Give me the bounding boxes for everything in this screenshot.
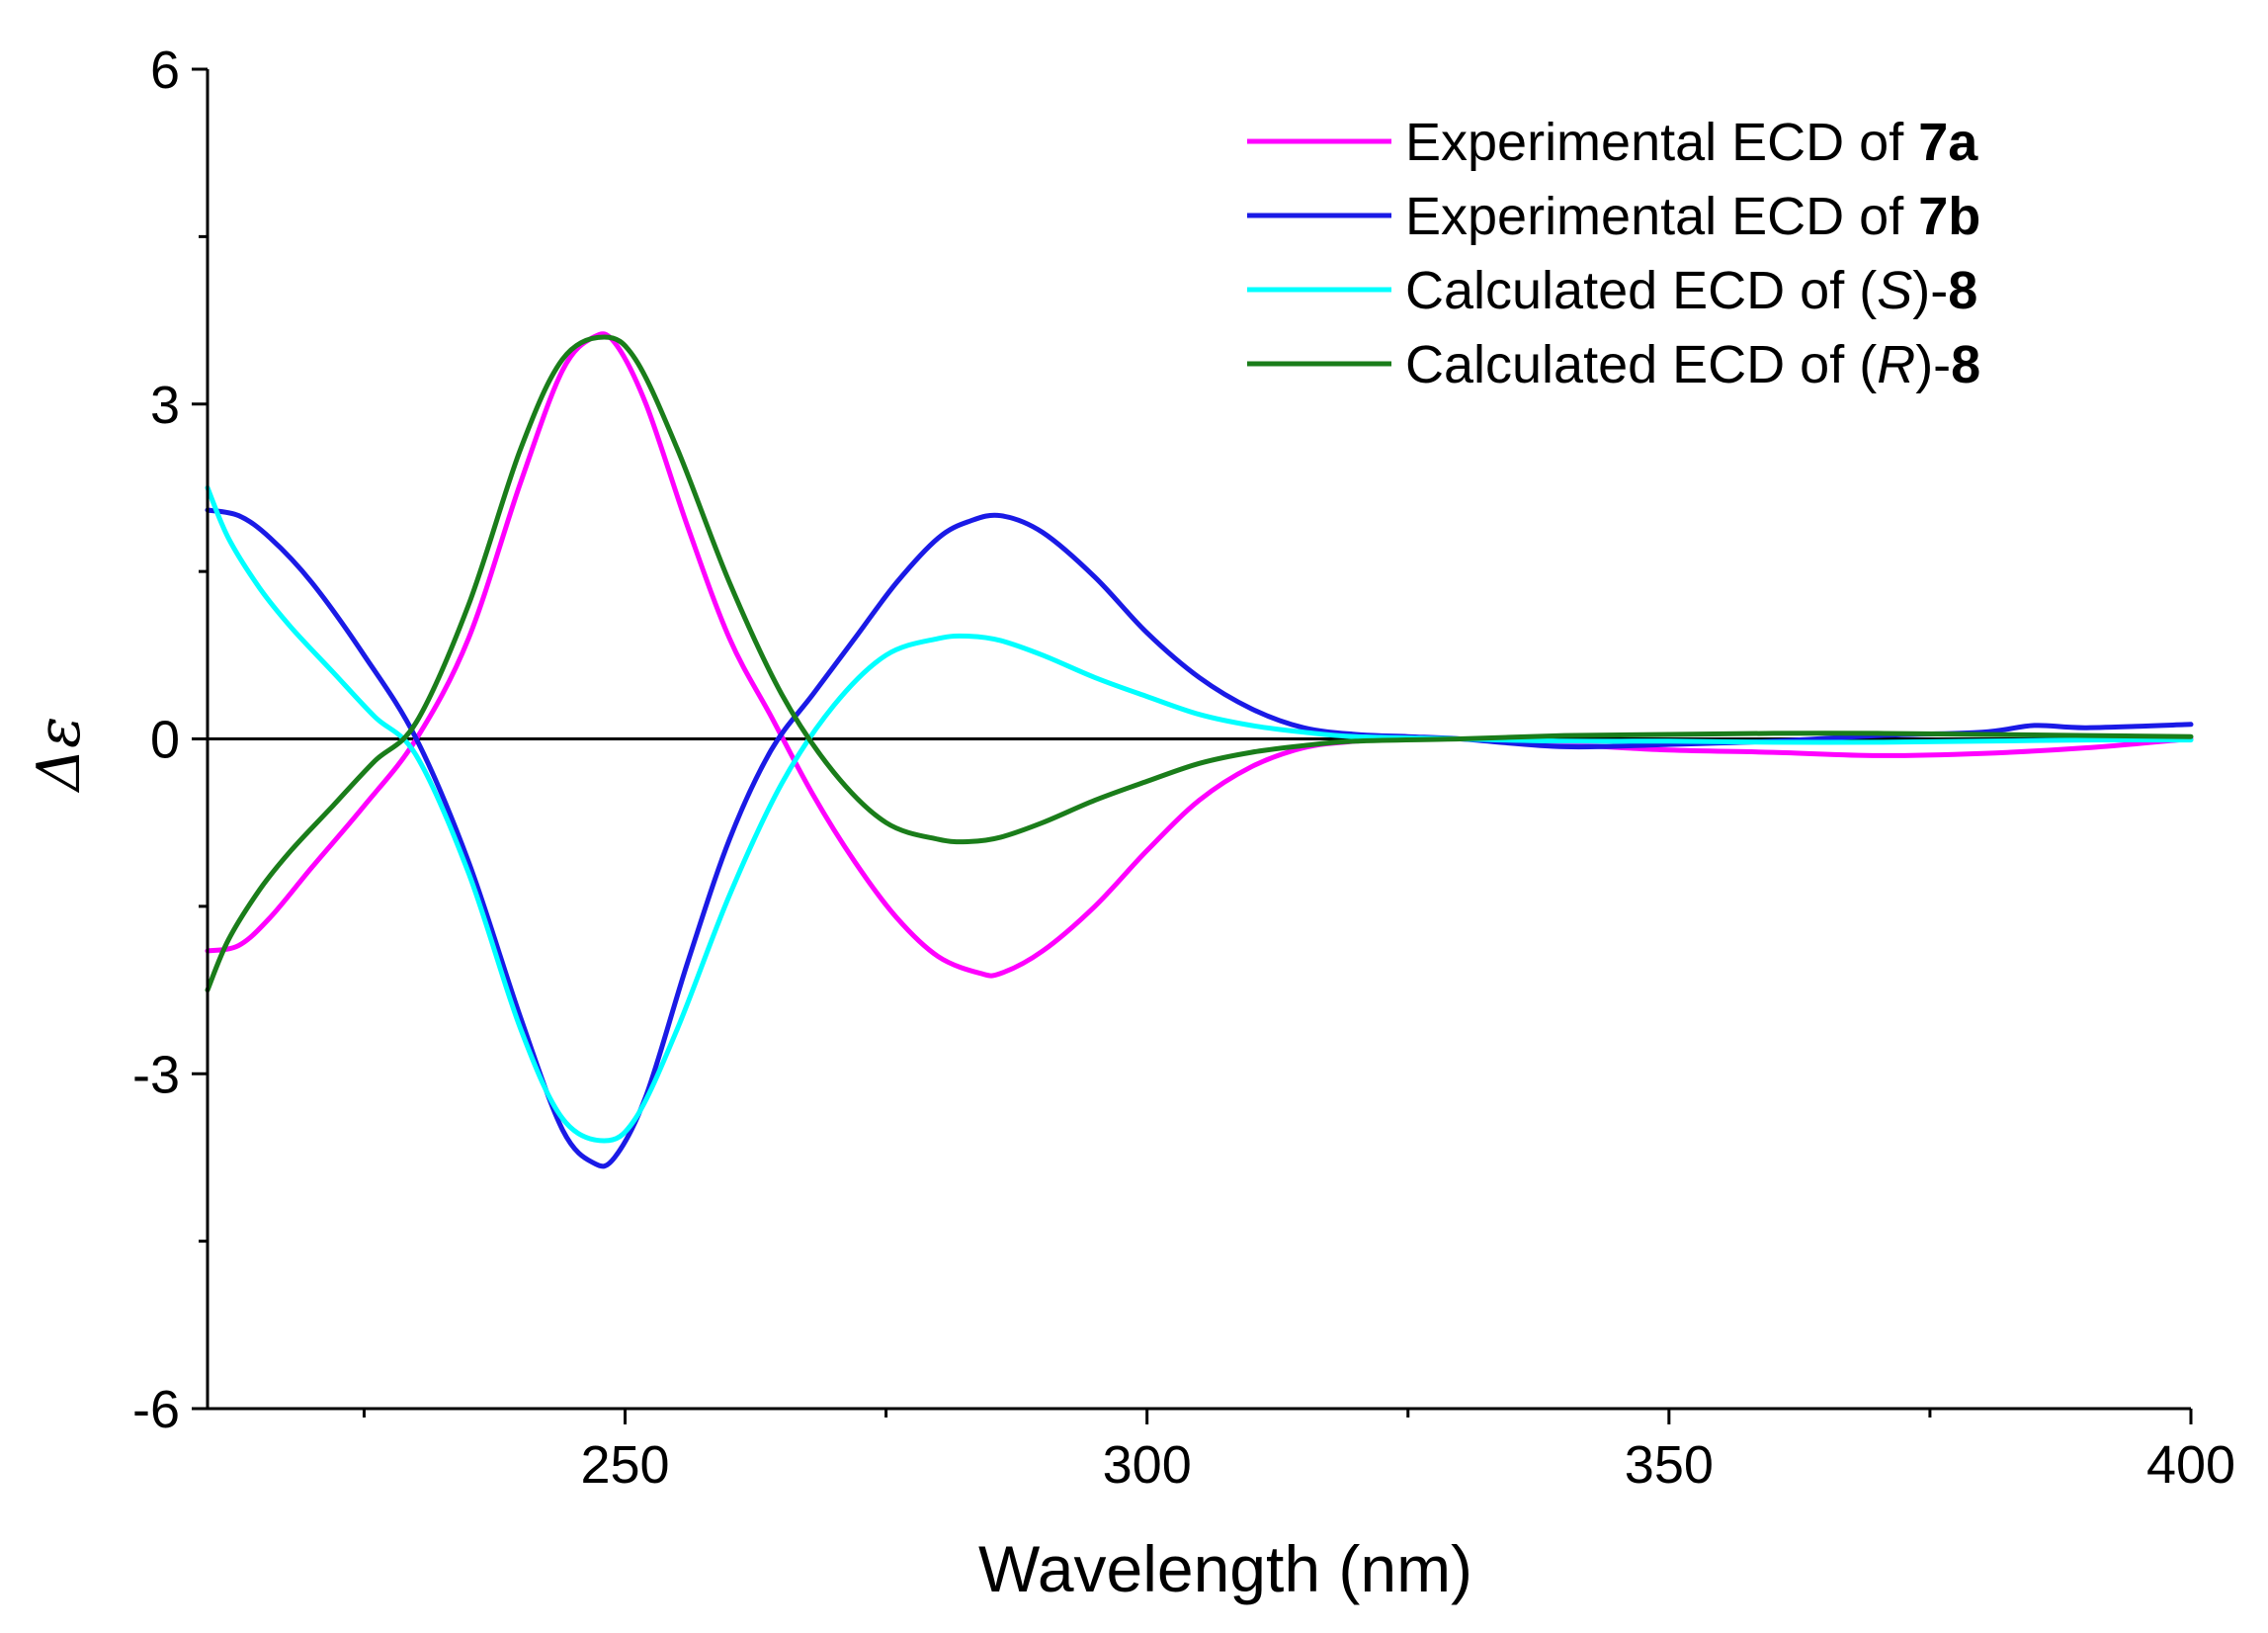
x-axis-title: Wavelength (nm) (978, 1532, 1472, 1605)
series-line-3 (205, 484, 2194, 1144)
x-tick-label: 350 (1625, 1435, 1714, 1495)
x-tick-label: 250 (580, 1435, 669, 1495)
y-tick-label: -3 (132, 1045, 180, 1104)
y-tick-label: 6 (150, 41, 180, 100)
y-tick-label: -6 (132, 1380, 180, 1439)
legend-label-2: Experimental ECD of 7b (1405, 187, 1980, 246)
legend-label-3: Calculated ECD of (S)-8 (1405, 261, 1977, 320)
series-line-4 (205, 334, 2194, 993)
series-lines (205, 331, 2194, 1169)
y-axis-title: Δε (25, 717, 94, 794)
series-line-2 (205, 507, 2194, 1169)
legend: Experimental ECD of 7a Experimental ECD o… (1247, 113, 1980, 394)
series-line-1 (205, 331, 2194, 979)
x-tick-label: 400 (2146, 1435, 2235, 1495)
legend-label-1: Experimental ECD of 7a (1405, 113, 1978, 172)
y-tick-label: 3 (150, 376, 180, 435)
x-tick-label: 300 (1103, 1435, 1192, 1495)
ticks: 250 300 350 400 -6 -3 0 3 6 (132, 41, 2235, 1495)
legend-label-4: Calculated ECD of (R)-8 (1405, 335, 1980, 394)
y-tick-label: 0 (150, 711, 180, 770)
